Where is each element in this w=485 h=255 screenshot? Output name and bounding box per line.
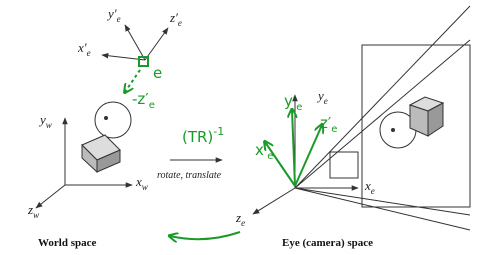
caption: Eye (camera) space (282, 237, 373, 249)
label: e (153, 64, 162, 82)
label: y′e (106, 6, 121, 24)
return-arrow (170, 232, 240, 239)
label: z′e (169, 10, 182, 28)
label: z′e (320, 114, 337, 135)
eye-axes: ye xe ze x′e y′e z′e (235, 6, 470, 230)
label: xe (364, 178, 375, 196)
label: -z′e (132, 90, 155, 111)
label: x′e (255, 141, 273, 162)
transform: (TR)-1 rotate, translate (157, 125, 224, 181)
top-axes: y′e z′e x′e e -z′e (77, 6, 182, 111)
caption: rotate, translate (157, 170, 222, 181)
label: x′e (77, 40, 91, 58)
label: yw (38, 112, 52, 130)
label: ye (316, 88, 328, 106)
diagram: y′e z′e x′e e -z′e yw xw zw (TR)-1 rotat… (0, 0, 485, 255)
caption: World space (38, 237, 96, 249)
label: y′e (284, 92, 302, 113)
world-axes: yw xw zw (27, 102, 148, 220)
label: xw (135, 174, 148, 192)
label: ze (235, 210, 245, 228)
label: zw (27, 202, 39, 220)
label: (TR)-1 (182, 125, 224, 146)
